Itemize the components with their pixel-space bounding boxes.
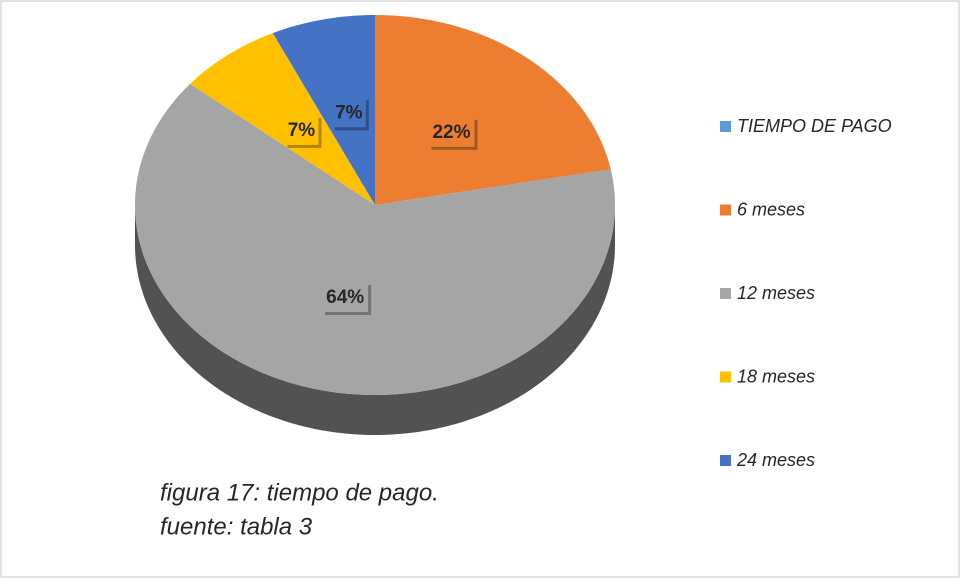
data-label: 22%	[432, 122, 470, 143]
legend-label: 6 meses	[737, 199, 805, 219]
slice	[375, 15, 611, 205]
data-label: 7%	[288, 120, 316, 141]
label-box	[322, 282, 369, 313]
label-box	[331, 97, 366, 128]
legend-label: TIEMPO DE PAGO	[737, 116, 892, 136]
legend-label: 24 meses	[736, 450, 815, 470]
legend-swatch	[720, 371, 731, 383]
label-box	[428, 116, 475, 147]
slice-side	[135, 205, 615, 435]
slice	[190, 33, 375, 206]
legend-swatch	[720, 455, 731, 466]
legend-label: 12 meses	[737, 283, 815, 303]
slice	[135, 83, 615, 395]
legend-swatch	[720, 121, 731, 132]
caption: figura 17: tiempo de pago.	[160, 479, 439, 506]
slice	[272, 15, 375, 205]
label-box	[284, 114, 319, 145]
data-label: 64%	[326, 287, 364, 308]
data-label: 7%	[335, 102, 363, 123]
legend-swatch	[720, 204, 731, 216]
legend-label: 18 meses	[737, 366, 815, 386]
caption: fuente: tabla 3	[160, 513, 313, 540]
legend-swatch	[720, 288, 731, 299]
